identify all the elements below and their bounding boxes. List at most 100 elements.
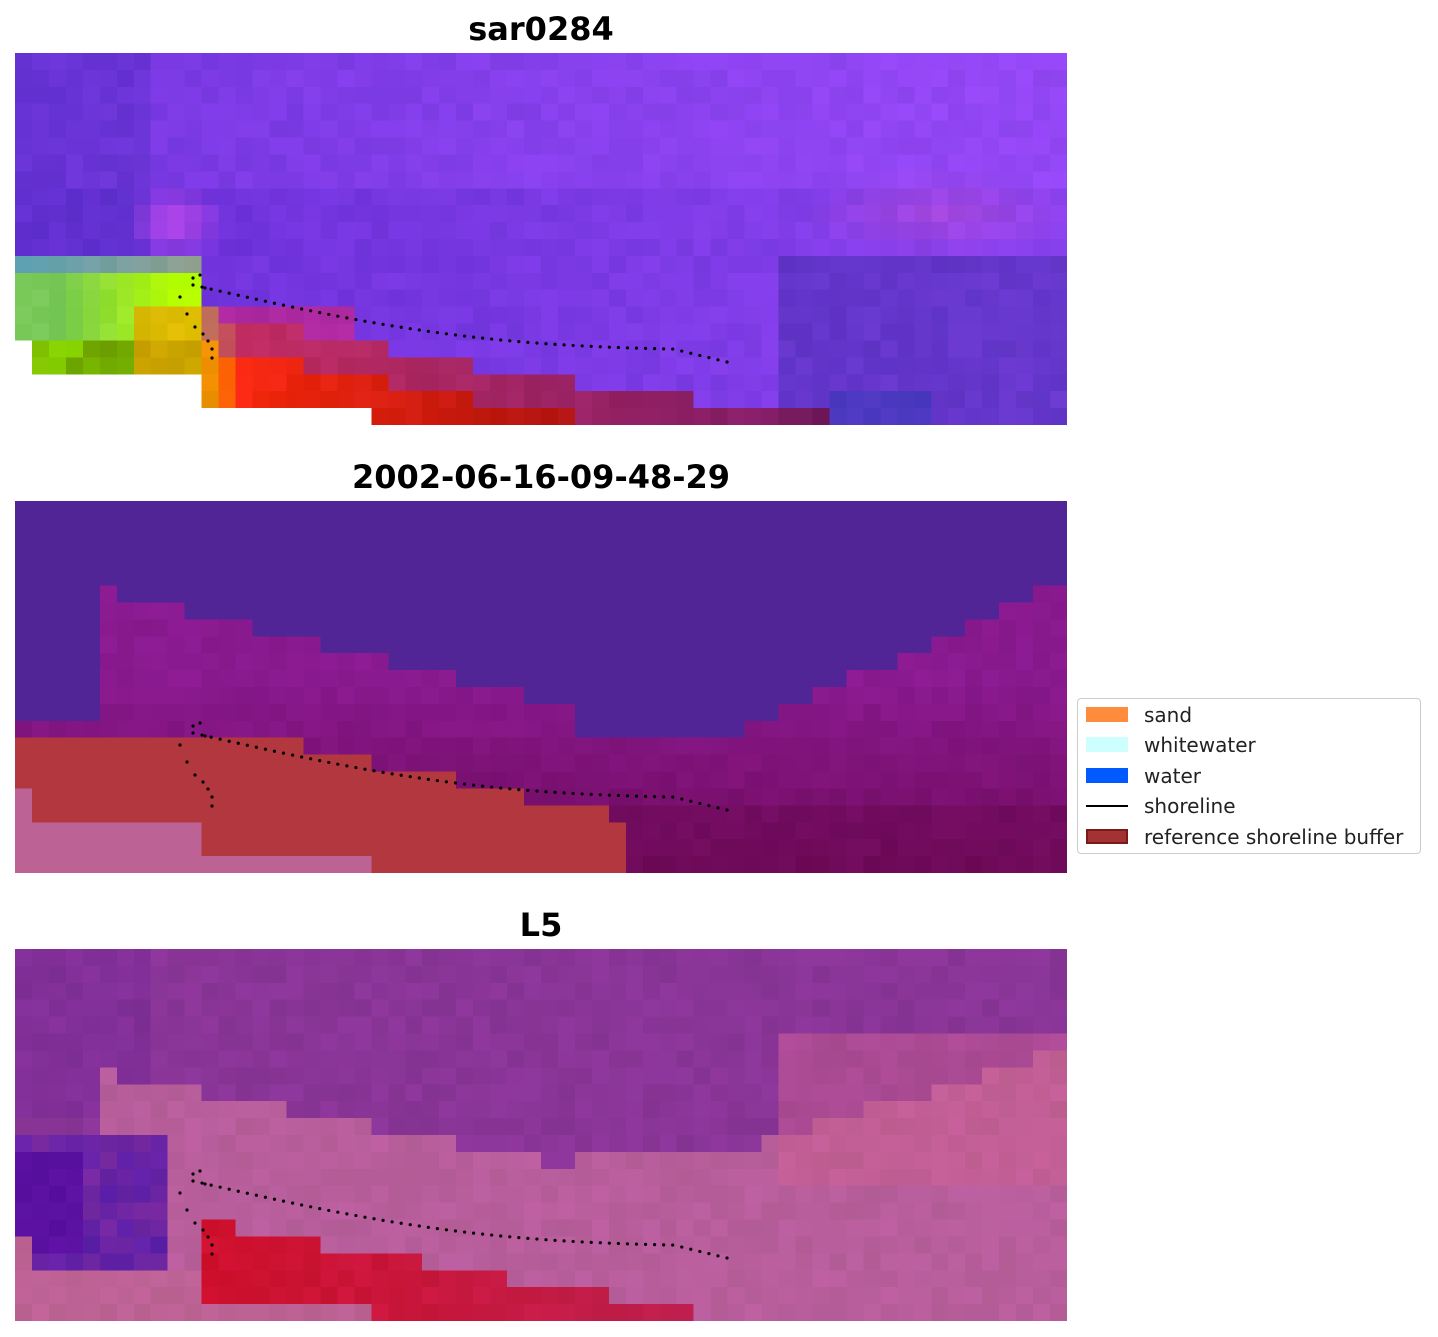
shoreline-dot bbox=[318, 311, 322, 315]
shoreline-dot bbox=[263, 747, 268, 751]
shoreline-dot bbox=[435, 330, 439, 335]
shoreline-dot bbox=[526, 1236, 530, 1240]
shoreline-dot bbox=[643, 346, 648, 350]
shoreline-dot bbox=[453, 781, 458, 785]
shoreline-dot bbox=[198, 721, 202, 725]
shoreline-dot bbox=[508, 1235, 512, 1239]
shoreline-dot bbox=[490, 1233, 494, 1237]
shoreline-dot bbox=[185, 312, 189, 316]
shoreline-dot bbox=[178, 1191, 182, 1195]
shoreline-dot bbox=[309, 309, 313, 313]
shoreline-dot bbox=[471, 1231, 476, 1235]
shoreline-dot bbox=[227, 739, 231, 743]
reference-buffer-swatch bbox=[1086, 829, 1128, 844]
shoreline-dot bbox=[707, 356, 711, 360]
legend-label-whitewater: whitewater bbox=[1144, 733, 1256, 757]
shoreline-dot bbox=[598, 1241, 602, 1245]
shoreline-dot bbox=[363, 1215, 367, 1219]
shoreline-dot bbox=[481, 1232, 485, 1236]
shoreline-dot bbox=[390, 772, 394, 776]
shoreline-line-swatch bbox=[1086, 805, 1128, 807]
shoreline-dot bbox=[716, 358, 720, 362]
shoreline-dot bbox=[417, 1224, 421, 1228]
shoreline-dot bbox=[198, 273, 202, 277]
shoreline-dot bbox=[716, 1254, 720, 1258]
shoreline-dot bbox=[290, 305, 295, 309]
shoreline-dot bbox=[390, 1220, 394, 1224]
shoreline-dot bbox=[206, 787, 210, 791]
shoreline-dot bbox=[544, 790, 548, 794]
shoreline-dot bbox=[336, 1210, 340, 1214]
shoreline-dot bbox=[716, 806, 720, 810]
shoreline-dot bbox=[191, 283, 195, 287]
shoreline-dot bbox=[517, 1235, 521, 1240]
shoreline-dot bbox=[517, 339, 521, 344]
shoreline-dot bbox=[580, 344, 584, 348]
shoreline-dot bbox=[481, 336, 485, 340]
l5-image-panel bbox=[15, 949, 1067, 1321]
shoreline-dot bbox=[580, 792, 584, 796]
shoreline-dot bbox=[707, 1252, 711, 1256]
shoreline-dot bbox=[725, 360, 729, 364]
shoreline-dot bbox=[571, 791, 575, 796]
shoreline-dot bbox=[327, 1208, 331, 1213]
shoreline-dot bbox=[444, 780, 449, 784]
shoreline-dot bbox=[652, 347, 657, 351]
shoreline-dots-3 bbox=[178, 1169, 729, 1260]
shoreline-dot bbox=[354, 1213, 358, 1218]
shoreline-dot bbox=[462, 782, 467, 786]
shoreline-dot bbox=[227, 291, 231, 295]
shoreline-dot bbox=[363, 319, 367, 323]
sar-image bbox=[15, 53, 1067, 425]
shoreline-dot bbox=[185, 760, 189, 764]
shoreline-dot bbox=[290, 753, 295, 757]
shoreline-dot bbox=[689, 351, 693, 355]
shoreline-dot bbox=[553, 790, 557, 794]
shoreline-dot bbox=[390, 324, 394, 328]
shoreline-dots-2 bbox=[178, 721, 729, 812]
shoreline-dot bbox=[526, 340, 530, 344]
shoreline-dot bbox=[309, 1205, 313, 1209]
shoreline-dot bbox=[272, 749, 277, 753]
shoreline-dot bbox=[408, 1223, 412, 1227]
shoreline-dot bbox=[272, 1197, 277, 1201]
shoreline-dot bbox=[209, 1183, 213, 1187]
shoreline-dot bbox=[725, 808, 729, 812]
shoreline-dot bbox=[662, 347, 666, 351]
shoreline-dot bbox=[625, 794, 630, 798]
shoreline-dot bbox=[589, 344, 593, 348]
legend-label-shoreline: shoreline bbox=[1144, 794, 1236, 818]
shoreline-dot bbox=[671, 347, 675, 351]
legend-label-water: water bbox=[1144, 764, 1201, 788]
shoreline-dot bbox=[562, 1239, 566, 1243]
shoreline-dot bbox=[191, 731, 195, 735]
panel-title-2: 2002-06-16-09-48-29 bbox=[351, 458, 731, 496]
shoreline-dot bbox=[598, 345, 602, 349]
shoreline-dot bbox=[236, 741, 240, 745]
shoreline-dot bbox=[652, 795, 657, 799]
shoreline-dot bbox=[580, 1240, 584, 1244]
shoreline-dot bbox=[254, 1193, 258, 1197]
shoreline-dot bbox=[236, 1189, 240, 1193]
shoreline-dot bbox=[318, 1207, 322, 1211]
shoreline-dot bbox=[281, 303, 286, 307]
shoreline-dot bbox=[206, 1235, 210, 1239]
shoreline-dot bbox=[381, 1218, 385, 1222]
shoreline-dot bbox=[381, 770, 385, 774]
shoreline-dot bbox=[381, 322, 385, 326]
shoreline-dot bbox=[607, 793, 611, 797]
shoreline-dot bbox=[671, 1243, 675, 1247]
shoreline-dot bbox=[200, 285, 204, 289]
shoreline-dot bbox=[616, 793, 620, 798]
shoreline-dot bbox=[589, 1240, 593, 1244]
shoreline-dot bbox=[245, 295, 249, 299]
shoreline-dot bbox=[198, 1169, 202, 1173]
shoreline-dot bbox=[193, 773, 197, 777]
shoreline-dot bbox=[417, 328, 421, 332]
shoreline-dot bbox=[201, 332, 205, 336]
shoreline-dots-1 bbox=[178, 273, 729, 364]
legend-label-sand: sand bbox=[1144, 703, 1193, 727]
shoreline-dot bbox=[535, 789, 539, 793]
shoreline-dot bbox=[200, 1181, 204, 1185]
shoreline-dot bbox=[408, 327, 412, 331]
